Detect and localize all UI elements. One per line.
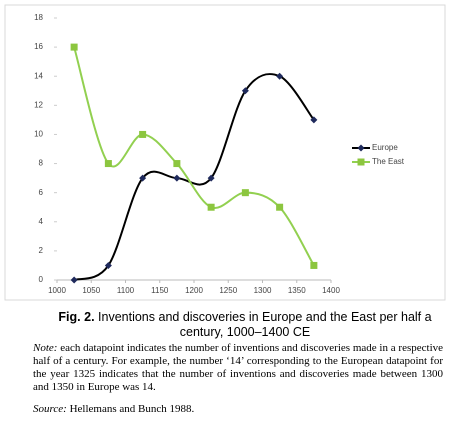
marker — [70, 276, 78, 284]
x-tick-label: 1350 — [288, 286, 306, 295]
marker — [139, 174, 147, 182]
y-tick-label: 6 — [39, 188, 44, 197]
marker — [207, 174, 215, 182]
y-tick-label: 10 — [34, 130, 43, 139]
y-tick-label: 12 — [34, 100, 43, 109]
marker — [310, 261, 318, 269]
note-label: Note: — [33, 342, 58, 354]
chart: 0 2 4 6 8 10 12 14 16 18 1000 1050 1100 1150 1200 1250 1… — [4, 4, 446, 301]
y-tick-label: 8 — [39, 159, 44, 168]
chart-frame — [4, 4, 446, 301]
legend-marker — [357, 144, 365, 152]
marker — [207, 203, 215, 211]
legend-label: Europe — [372, 143, 398, 152]
source-label: Source: — [33, 403, 67, 415]
y-tick-label: 2 — [39, 246, 44, 255]
x-tick-label: 1100 — [117, 286, 135, 295]
marker — [173, 160, 181, 168]
marker — [241, 189, 249, 197]
note: Note: each datapoint indicates the numbe… — [33, 342, 443, 394]
marker — [70, 43, 78, 51]
x-tick-label: 1400 — [322, 286, 340, 295]
marker — [241, 87, 249, 95]
x-tick-label: 1050 — [82, 286, 100, 295]
marker — [139, 130, 147, 138]
marker — [310, 116, 318, 124]
x-tick-label: 1000 — [48, 286, 66, 295]
marker — [104, 160, 112, 168]
y-tick-label: 18 — [34, 13, 43, 22]
x-tick-label: 1200 — [185, 286, 203, 295]
x-tick-label: 1250 — [219, 286, 237, 295]
marker — [173, 174, 181, 182]
legend-marker — [357, 158, 365, 166]
source: Source: Hellemans and Bunch 1988. — [33, 403, 194, 415]
caption: Fig. 2. Inventions and discoveries in Eu… — [50, 310, 440, 340]
caption-title: Inventions and discoveries in Europe and… — [98, 310, 432, 339]
y-tick-label: 0 — [39, 275, 44, 284]
y-tick-label: 16 — [34, 42, 43, 51]
y-tick-label: 14 — [34, 71, 43, 80]
marker — [104, 261, 112, 269]
source-text: Hellemans and Bunch 1988. — [69, 403, 195, 415]
caption-label: Fig. 2. — [58, 310, 95, 324]
legend-label: The East — [372, 157, 405, 166]
y-tick-label: 4 — [39, 217, 44, 226]
note-text: each datapoint indicates the number of i… — [33, 342, 444, 393]
series-line — [73, 73, 315, 281]
marker — [276, 203, 284, 211]
marker — [276, 72, 284, 80]
x-tick-label: 1300 — [254, 286, 272, 295]
x-tick-label: 1150 — [151, 286, 169, 295]
